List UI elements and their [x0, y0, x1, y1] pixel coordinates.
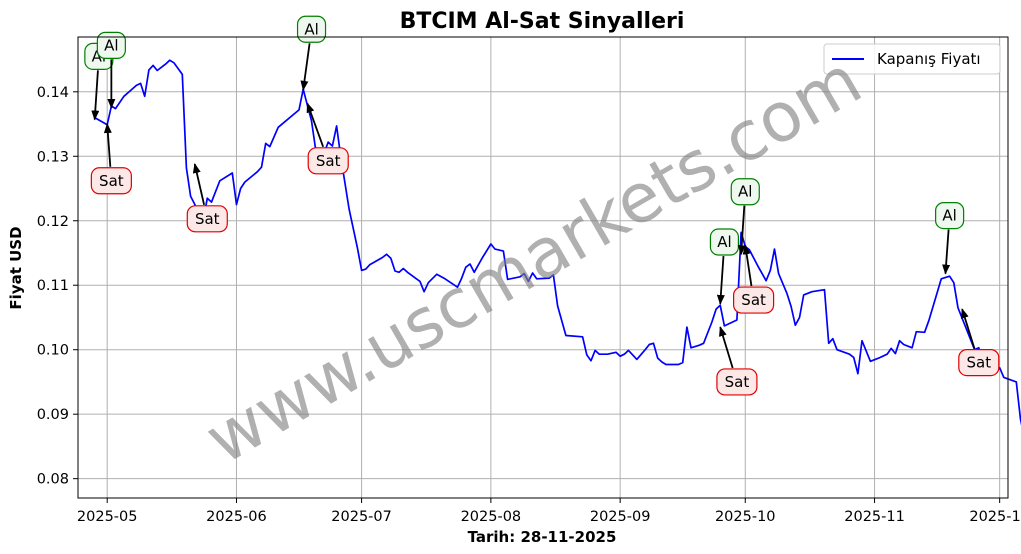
signal-box	[307, 147, 349, 175]
signal-box	[716, 368, 758, 396]
signal-arrow	[742, 244, 753, 287]
signal-box	[733, 286, 775, 314]
x-axis-label: Tarih: 28-11-2025	[468, 528, 617, 546]
signal-arrow	[91, 70, 100, 121]
signal-al: Al	[935, 201, 965, 275]
x-axis-ticks: 2025-05 2025-06 2025-07 2025-08 2025-09 2025-…	[77, 498, 1021, 525]
signal-label: Al	[304, 20, 318, 38]
y-axis-label: Fiyat USD	[7, 226, 25, 309]
signal-label: Sat	[316, 152, 341, 170]
signal-box	[958, 349, 1000, 377]
y-tick-label: 0.13	[37, 149, 69, 165]
signal-arrow	[737, 205, 746, 256]
signal-label: Sat	[741, 291, 766, 309]
grid	[78, 37, 1008, 498]
signal-box	[709, 228, 740, 256]
legend: Kapanış Fiyatı	[823, 43, 1001, 75]
signal-arrow	[300, 43, 311, 91]
y-tick-label: 0.09	[37, 407, 69, 423]
signal-sat: Sat	[306, 102, 349, 175]
signal-arrow	[103, 123, 112, 167]
signal-al: Al	[84, 42, 114, 121]
x-tick-label: 2025-06	[206, 509, 267, 525]
price-series-line	[94, 59, 1021, 426]
x-tick-label: 2025-07	[331, 509, 392, 525]
x-tick-label: 2025-10	[715, 509, 776, 525]
chart-title: BTCIM Al-Sat Sinyalleri	[400, 9, 685, 34]
signal-label: Sat	[99, 172, 124, 190]
signal-box	[935, 201, 965, 230]
signal-label: Al	[942, 207, 956, 225]
legend-label: Kapanış Fiyatı	[877, 50, 981, 68]
signal-arrow	[192, 163, 205, 206]
y-tick-label: 0.10	[37, 343, 69, 359]
signal-arrow	[306, 102, 325, 148]
signal-sat: Sat	[733, 244, 775, 314]
signal-label: Al	[104, 36, 118, 54]
signal-box	[90, 167, 132, 195]
x-tick-label: 2025-11	[844, 509, 905, 525]
signal-al: Al	[709, 228, 740, 305]
series-layer	[94, 59, 1021, 426]
signal-arrow	[960, 308, 976, 349]
y-tick-label: 0.14	[37, 85, 69, 101]
x-tick-label: 2025-09	[590, 509, 651, 525]
signal-arrow	[716, 255, 725, 305]
signal-arrow	[719, 326, 734, 369]
y-tick-label: 0.11	[37, 278, 69, 294]
signal-label: Sat	[967, 354, 992, 372]
signal-sat: Sat	[90, 123, 132, 195]
signal-arrow	[942, 229, 951, 275]
plot-frame	[77, 36, 1009, 499]
signal-label: Sat	[725, 373, 750, 391]
x-tick-label: 2025-12	[969, 509, 1021, 525]
signal-label: Sat	[195, 210, 220, 228]
signal-sat: Sat	[716, 326, 758, 396]
signal-label: Al	[717, 233, 731, 251]
signal-box	[730, 178, 760, 206]
x-tick-label: 2025-08	[461, 509, 522, 525]
signal-sat: Sat	[958, 308, 1000, 377]
signal-al: Al	[296, 15, 327, 91]
legend-box	[823, 43, 1001, 75]
signal-box	[186, 205, 228, 233]
signal-label: Al	[738, 183, 752, 201]
x-tick-label: 2025-05	[77, 509, 138, 525]
y-tick-label: 0.08	[37, 472, 69, 488]
signal-al: Al	[730, 178, 760, 256]
signal-box	[96, 31, 126, 59]
y-tick-label: 0.12	[37, 214, 69, 230]
y-axis-ticks: 0.08 0.09 0.10 0.11 0.12 0.13 0.14	[37, 85, 78, 488]
signal-al: Al	[96, 31, 126, 109]
signal-box	[296, 15, 327, 43]
signal-sat: Sat	[186, 163, 228, 233]
